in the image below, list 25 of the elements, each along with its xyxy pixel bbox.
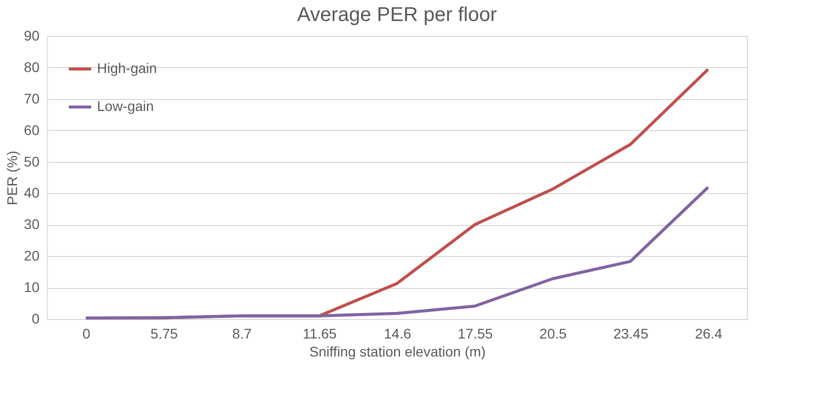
line-series xyxy=(84,186,710,320)
y-tick-label: 30 xyxy=(24,216,40,232)
x-tick-label: 20.5 xyxy=(539,326,567,342)
y-tick-label: 70 xyxy=(24,90,40,106)
x-axis-title: Sniffing station elevation (m) xyxy=(309,344,486,360)
x-tick-label: 26.4 xyxy=(694,326,722,342)
y-tick-label: 50 xyxy=(24,153,40,170)
y-tick-label: 60 xyxy=(24,122,40,138)
x-tick-label: 14.6 xyxy=(384,326,412,342)
y-tick-label: 20 xyxy=(24,248,40,264)
x-tick-label: 17.55 xyxy=(458,326,493,342)
y-tick-label: 10 xyxy=(24,279,40,296)
x-tick-label: 0 xyxy=(82,326,90,342)
legend-label: Low-gain xyxy=(97,98,154,114)
y-axis-title: PER (%) xyxy=(4,150,20,206)
x-tick-label: 8.7 xyxy=(232,326,252,342)
y-tick-label: 80 xyxy=(24,58,40,75)
legend-label: High-gain xyxy=(97,60,157,76)
x-tick-label: 5.75 xyxy=(150,326,178,342)
y-tick-label: 90 xyxy=(24,28,40,44)
y-tick-label: 40 xyxy=(24,184,40,201)
chart-title: Average PER per floor xyxy=(297,4,498,26)
x-tick-label: 11.65 xyxy=(302,326,337,342)
y-tick-label: 0 xyxy=(32,310,40,326)
x-tick-label: 23.45 xyxy=(613,326,649,342)
